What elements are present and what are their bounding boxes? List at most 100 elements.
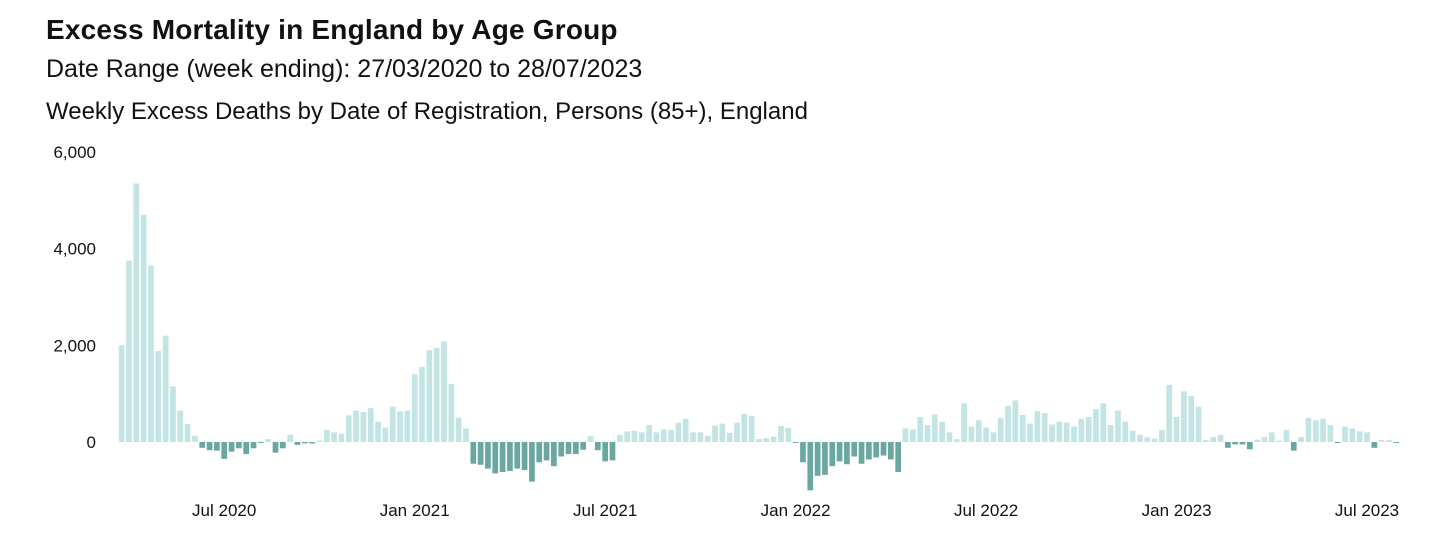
bar-week-41: [411, 374, 418, 442]
bar-week-1: [118, 345, 125, 442]
bar-week-154: [1239, 442, 1246, 445]
bar-week-64: [580, 442, 587, 450]
bar-week-111: [924, 425, 931, 442]
bar-week-32: [345, 415, 352, 442]
date-range-subtitle: Date Range (week ending): 27/03/2020 to …: [46, 55, 643, 83]
bar-week-148: [1195, 406, 1202, 442]
bar-week-18: [243, 442, 250, 455]
y-tick-label: 4,000: [53, 240, 96, 259]
bar-week-93: [792, 442, 799, 443]
bar-week-153: [1232, 442, 1239, 445]
bar-week-170: [1356, 431, 1363, 442]
bar-week-7: [162, 335, 169, 442]
bar-week-97: [822, 442, 828, 475]
bar-week-40: [404, 410, 411, 442]
bar-week-59: [543, 442, 550, 461]
bar-week-117: [968, 426, 975, 442]
y-axis: 0 2,000 4,000 6,000: [53, 143, 96, 452]
bar-week-123: [1012, 400, 1019, 442]
bar-week-137: [1115, 410, 1121, 442]
chart-subtitle: Weekly Excess Deaths by Date of Registra…: [46, 98, 808, 125]
bar-week-55: [514, 442, 521, 469]
bar-week-155: [1246, 442, 1253, 450]
bar-week-35: [367, 408, 374, 442]
bars: [118, 183, 1400, 491]
bar-week-60: [551, 442, 557, 467]
bar-week-103: [866, 442, 872, 460]
bar-week-174: [1386, 440, 1392, 442]
x-tick-label: Jul 2021: [573, 501, 637, 520]
bar-week-23: [279, 442, 286, 449]
x-tick-label: Jan 2021: [380, 501, 450, 520]
bar-week-51: [485, 442, 491, 469]
x-tick-label: Jul 2020: [192, 501, 256, 520]
bar-week-83: [719, 423, 726, 442]
bar-week-172: [1371, 442, 1378, 448]
bar-week-114: [946, 432, 953, 442]
bar-week-142: [1151, 438, 1158, 442]
bar-week-135: [1100, 403, 1107, 442]
bar-week-22: [272, 442, 279, 453]
bar-week-131: [1071, 426, 1077, 442]
bar-week-54: [507, 442, 513, 471]
y-tick-label: 2,000: [53, 336, 96, 355]
bar-week-45: [441, 341, 447, 442]
bar-week-134: [1093, 409, 1099, 442]
bar-week-162: [1298, 437, 1304, 442]
bar-week-112: [931, 414, 938, 442]
bar-week-61: [558, 442, 565, 457]
bar-week-21: [265, 439, 272, 442]
bar-week-79: [690, 432, 696, 442]
bar-week-161: [1290, 442, 1297, 451]
bar-week-130: [1063, 422, 1070, 442]
bar-week-42: [419, 367, 425, 442]
bar-week-66: [594, 442, 601, 451]
bar-week-108: [902, 428, 909, 442]
bar-week-122: [1005, 405, 1011, 442]
bar-week-67: [602, 442, 609, 462]
bar-week-157: [1261, 437, 1268, 442]
bar-week-8: [170, 386, 176, 442]
bar-week-77: [675, 422, 682, 442]
bar-week-50: [477, 442, 484, 465]
bar-week-173: [1378, 440, 1385, 442]
bar-week-127: [1041, 413, 1048, 442]
x-tick-label: Jul 2023: [1335, 501, 1399, 520]
bar-week-38: [389, 406, 396, 442]
chart-main-title: Excess Mortality in England by Age Group: [46, 14, 618, 45]
bar-week-57: [529, 442, 535, 482]
bar-week-34: [360, 412, 367, 442]
bar-week-141: [1144, 437, 1151, 442]
bar-week-165: [1320, 418, 1326, 442]
bar-week-6: [155, 351, 162, 442]
bar-week-163: [1305, 417, 1312, 442]
bar-week-98: [829, 442, 836, 467]
bar-week-105: [880, 442, 887, 456]
bar-week-71: [631, 430, 638, 442]
bar-week-84: [726, 432, 733, 442]
bar-week-109: [909, 429, 916, 442]
bar-week-102: [858, 442, 865, 464]
y-tick-label: 6,000: [53, 143, 96, 162]
bar-week-31: [338, 433, 345, 442]
bar-week-16: [228, 442, 235, 452]
bar-week-129: [1056, 421, 1063, 442]
bar-week-29: [323, 429, 330, 442]
bar-week-160: [1283, 429, 1290, 442]
bar-week-106: [888, 442, 894, 460]
bar-week-166: [1327, 425, 1334, 442]
bar-week-126: [1034, 411, 1041, 442]
bar-week-74: [653, 432, 660, 442]
bar-week-36: [375, 421, 381, 442]
bar-week-167: [1334, 442, 1341, 443]
bar-week-72: [638, 432, 645, 442]
bar-week-2: [126, 260, 132, 442]
bar-week-85: [734, 422, 740, 442]
bar-week-118: [975, 420, 982, 442]
bar-week-91: [778, 426, 784, 442]
bar-week-169: [1349, 428, 1356, 442]
bar-week-100: [844, 442, 850, 465]
bar-week-33: [353, 410, 359, 442]
bar-week-146: [1181, 391, 1187, 442]
